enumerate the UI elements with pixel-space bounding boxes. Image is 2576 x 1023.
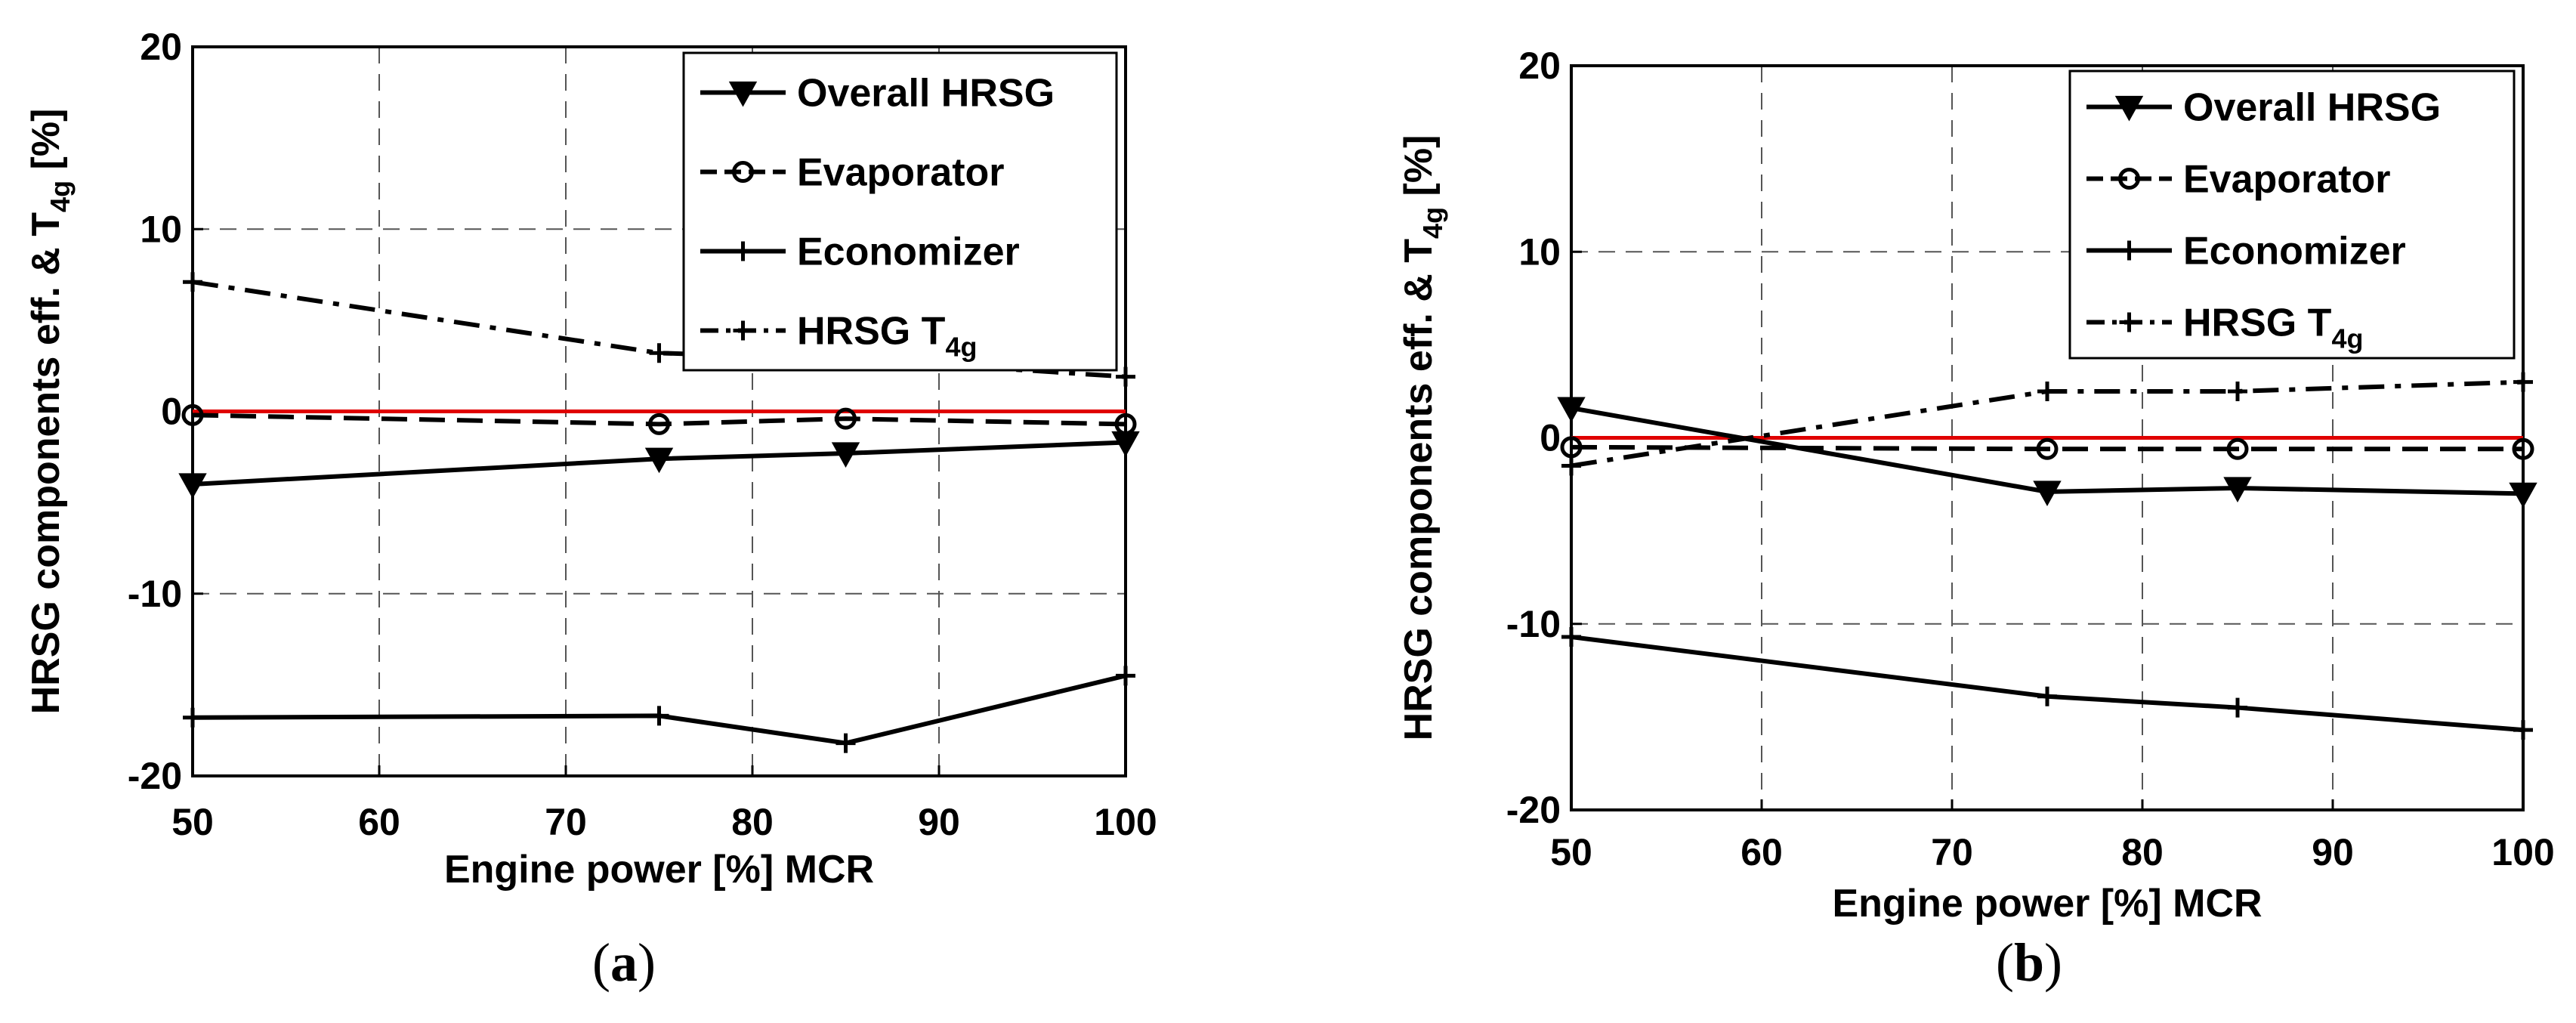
y-tick-label: 20 [140,26,182,68]
y-tick-label: 10 [140,208,182,250]
series-line [1571,635,2524,733]
legend-label: Overall HRSG [797,72,1055,116]
x-tick-label: 60 [358,801,400,843]
data-point [2223,477,2252,503]
data-point [1561,456,1581,476]
y-tick-label: 0 [1540,417,1561,459]
x-tick-label: 60 [1740,831,1783,873]
series-overall-hrsg [1557,397,2537,508]
legend-marker [733,320,753,341]
data-point [183,707,202,728]
legend-label: HRSG T4g [2183,301,2363,354]
series-line [192,673,1126,746]
series-line [1571,444,2523,452]
data-point [1116,366,1135,387]
data-point [831,442,860,468]
x-tick-label: 90 [918,801,960,843]
data-point [2509,482,2537,508]
x-tick-label: 80 [731,801,774,843]
data-point [1557,397,1586,423]
series-hrsg-t [1561,372,2533,476]
x-tick-label: 50 [171,801,214,843]
data-point [1114,413,1137,435]
data-point [1561,626,1581,647]
legend-label: Overall HRSG [2183,86,2441,130]
legend-label: Economizer [797,230,1020,274]
data-point [2513,720,2533,740]
data-point [2228,381,2247,401]
series-evaporator [1560,436,2534,460]
y-tick-label: -20 [1506,789,1561,831]
y-tick-label: 20 [1518,45,1561,87]
series-economizer [1561,626,2533,740]
x-axis-label: Engine power [%] MCR [444,848,874,892]
legend-box [2068,70,2516,360]
data-point [1116,666,1135,686]
legend-label: Evaporator [797,151,1005,195]
y-tick-label: 10 [1518,230,1561,273]
y-tick-label: -10 [128,573,182,615]
series-line [1571,379,2524,468]
data-point [2033,481,2062,506]
data-point [649,343,669,363]
data-point [644,447,674,474]
data-point [2037,381,2057,401]
x-tick-label: 100 [1094,801,1157,843]
y-tick-label: 0 [161,391,182,433]
data-point [2036,437,2059,460]
legend-marker [2119,240,2139,261]
x-tick-label: 100 [2491,831,2554,873]
legend-marker [732,161,754,183]
data-point [181,403,204,426]
data-point [836,733,856,753]
x-tick-label: 70 [545,801,587,843]
x-tick-label: 90 [2312,831,2354,873]
panel-caption: (b) [1996,932,2062,993]
data-point [2513,372,2533,392]
x-tick-label: 80 [2121,831,2164,873]
series-line [192,440,1126,487]
legend-marker [2119,312,2139,332]
legend-box [682,51,1118,372]
legend-label: Economizer [2183,230,2406,274]
legend-label: Evaporator [2183,158,2391,202]
y-tick-label: -10 [1506,603,1561,645]
legend-label: HRSG T4g [797,310,977,363]
x-tick-label: 50 [1550,831,1592,873]
legend: Overall HRSG Evaporator Economizer HRSG T4g [2068,70,2516,360]
panel-caption: (a) [592,932,656,993]
legend-marker [2114,95,2144,122]
y-axis-label: HRSG components eff. & T4g [%] [24,109,76,715]
data-point [2037,686,2057,706]
data-point [2512,437,2534,460]
y-tick-label: -20 [128,755,182,797]
legend-marker [728,81,758,107]
data-point [183,272,202,292]
x-axis-label: Engine power [%] MCR [1832,882,2262,926]
data-point [2228,697,2247,718]
series-economizer [183,666,1135,753]
legend-marker [2118,168,2140,190]
legend: Overall HRSG Evaporator Economizer HRSG T4g [682,51,1118,372]
x-tick-label: 70 [1931,831,1973,873]
data-point [835,407,857,430]
series-line [192,413,1126,427]
series-overall-hrsg [178,431,1140,499]
y-axis-label: HRSG components eff. & T4g [%] [1397,135,1448,741]
data-point [2226,437,2249,460]
data-point [649,706,669,726]
series-evaporator [181,403,1137,435]
data-point [648,413,670,435]
data-point [178,473,207,499]
legend-marker [733,241,753,261]
